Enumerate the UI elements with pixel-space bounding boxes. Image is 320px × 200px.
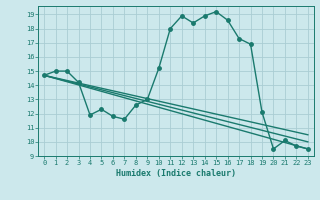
X-axis label: Humidex (Indice chaleur): Humidex (Indice chaleur) [116,169,236,178]
